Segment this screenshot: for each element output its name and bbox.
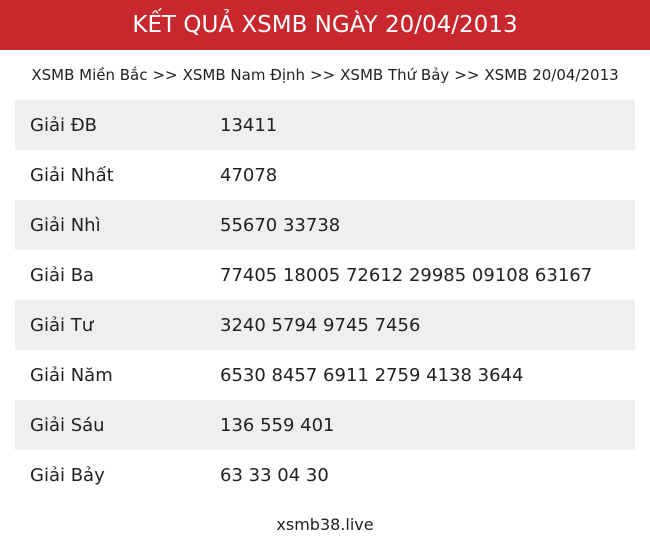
breadcrumb-link[interactable]: XSMB Thứ Bảy — [340, 66, 450, 84]
breadcrumb-link[interactable]: XSMB 20/04/2013 — [484, 66, 619, 84]
breadcrumb-separator: >> — [454, 66, 480, 84]
result-row: Giải Nhất 47078 — [15, 150, 635, 200]
prize-name: Giải Năm — [30, 364, 113, 386]
result-row: Giải Nhì 55670 33738 — [15, 200, 635, 250]
footer: xsmb38.live — [0, 515, 650, 534]
breadcrumb-link[interactable]: XSMB Nam Định — [182, 66, 306, 84]
result-row: Giải Năm 6530 8457 6911 2759 4138 3644 — [15, 350, 635, 400]
prize-name: Giải Ba — [30, 264, 95, 286]
prize-numbers: 47078 — [220, 164, 278, 186]
prize-numbers: 136 559 401 — [220, 414, 335, 436]
prize-name: Giải Sáu — [30, 414, 105, 436]
prize-numbers: 6530 8457 6911 2759 4138 3644 — [220, 364, 524, 386]
header: KẾT QUẢ XSMB NGÀY 20/04/2013 — [0, 0, 650, 50]
result-row: Giải Sáu 136 559 401 — [15, 400, 635, 450]
result-row: Giải Ba 77405 18005 72612 29985 09108 631… — [15, 250, 635, 300]
result-row: Giải Tư 3240 5794 9745 7456 — [15, 300, 635, 350]
prize-numbers: 63 33 04 30 — [220, 464, 329, 486]
prize-name: Giải Nhất — [30, 164, 114, 186]
prize-numbers: 77405 18005 72612 29985 09108 63167 — [220, 264, 593, 286]
result-row: Giải Bảy 63 33 04 30 — [15, 450, 635, 500]
prize-numbers: 55670 33738 — [220, 214, 341, 236]
breadcrumb: XSMB Miền Bắc >> XSMB Nam Định >> XSMB Thứ B… — [0, 50, 650, 100]
title: KẾT QUẢ XSMB NGÀY 20/04/2013 — [132, 12, 518, 38]
results-table: Giải ĐB 13411 Giải Nhất 47078 Giải Nhì 55670 … — [15, 100, 635, 500]
site-name: xsmb38.live — [276, 515, 374, 534]
prize-name: Giải Bảy — [30, 464, 105, 486]
prize-name: Giải Tư — [30, 314, 94, 336]
breadcrumb-separator: >> — [310, 66, 336, 84]
prize-numbers: 3240 5794 9745 7456 — [220, 314, 421, 336]
result-row: Giải ĐB 13411 — [15, 100, 635, 150]
prize-name: Giải ĐB — [30, 114, 97, 136]
prize-numbers: 13411 — [220, 114, 278, 136]
breadcrumb-link[interactable]: XSMB Miền Bắc — [31, 66, 148, 84]
prize-name: Giải Nhì — [30, 214, 101, 236]
breadcrumb-separator: >> — [152, 66, 178, 84]
